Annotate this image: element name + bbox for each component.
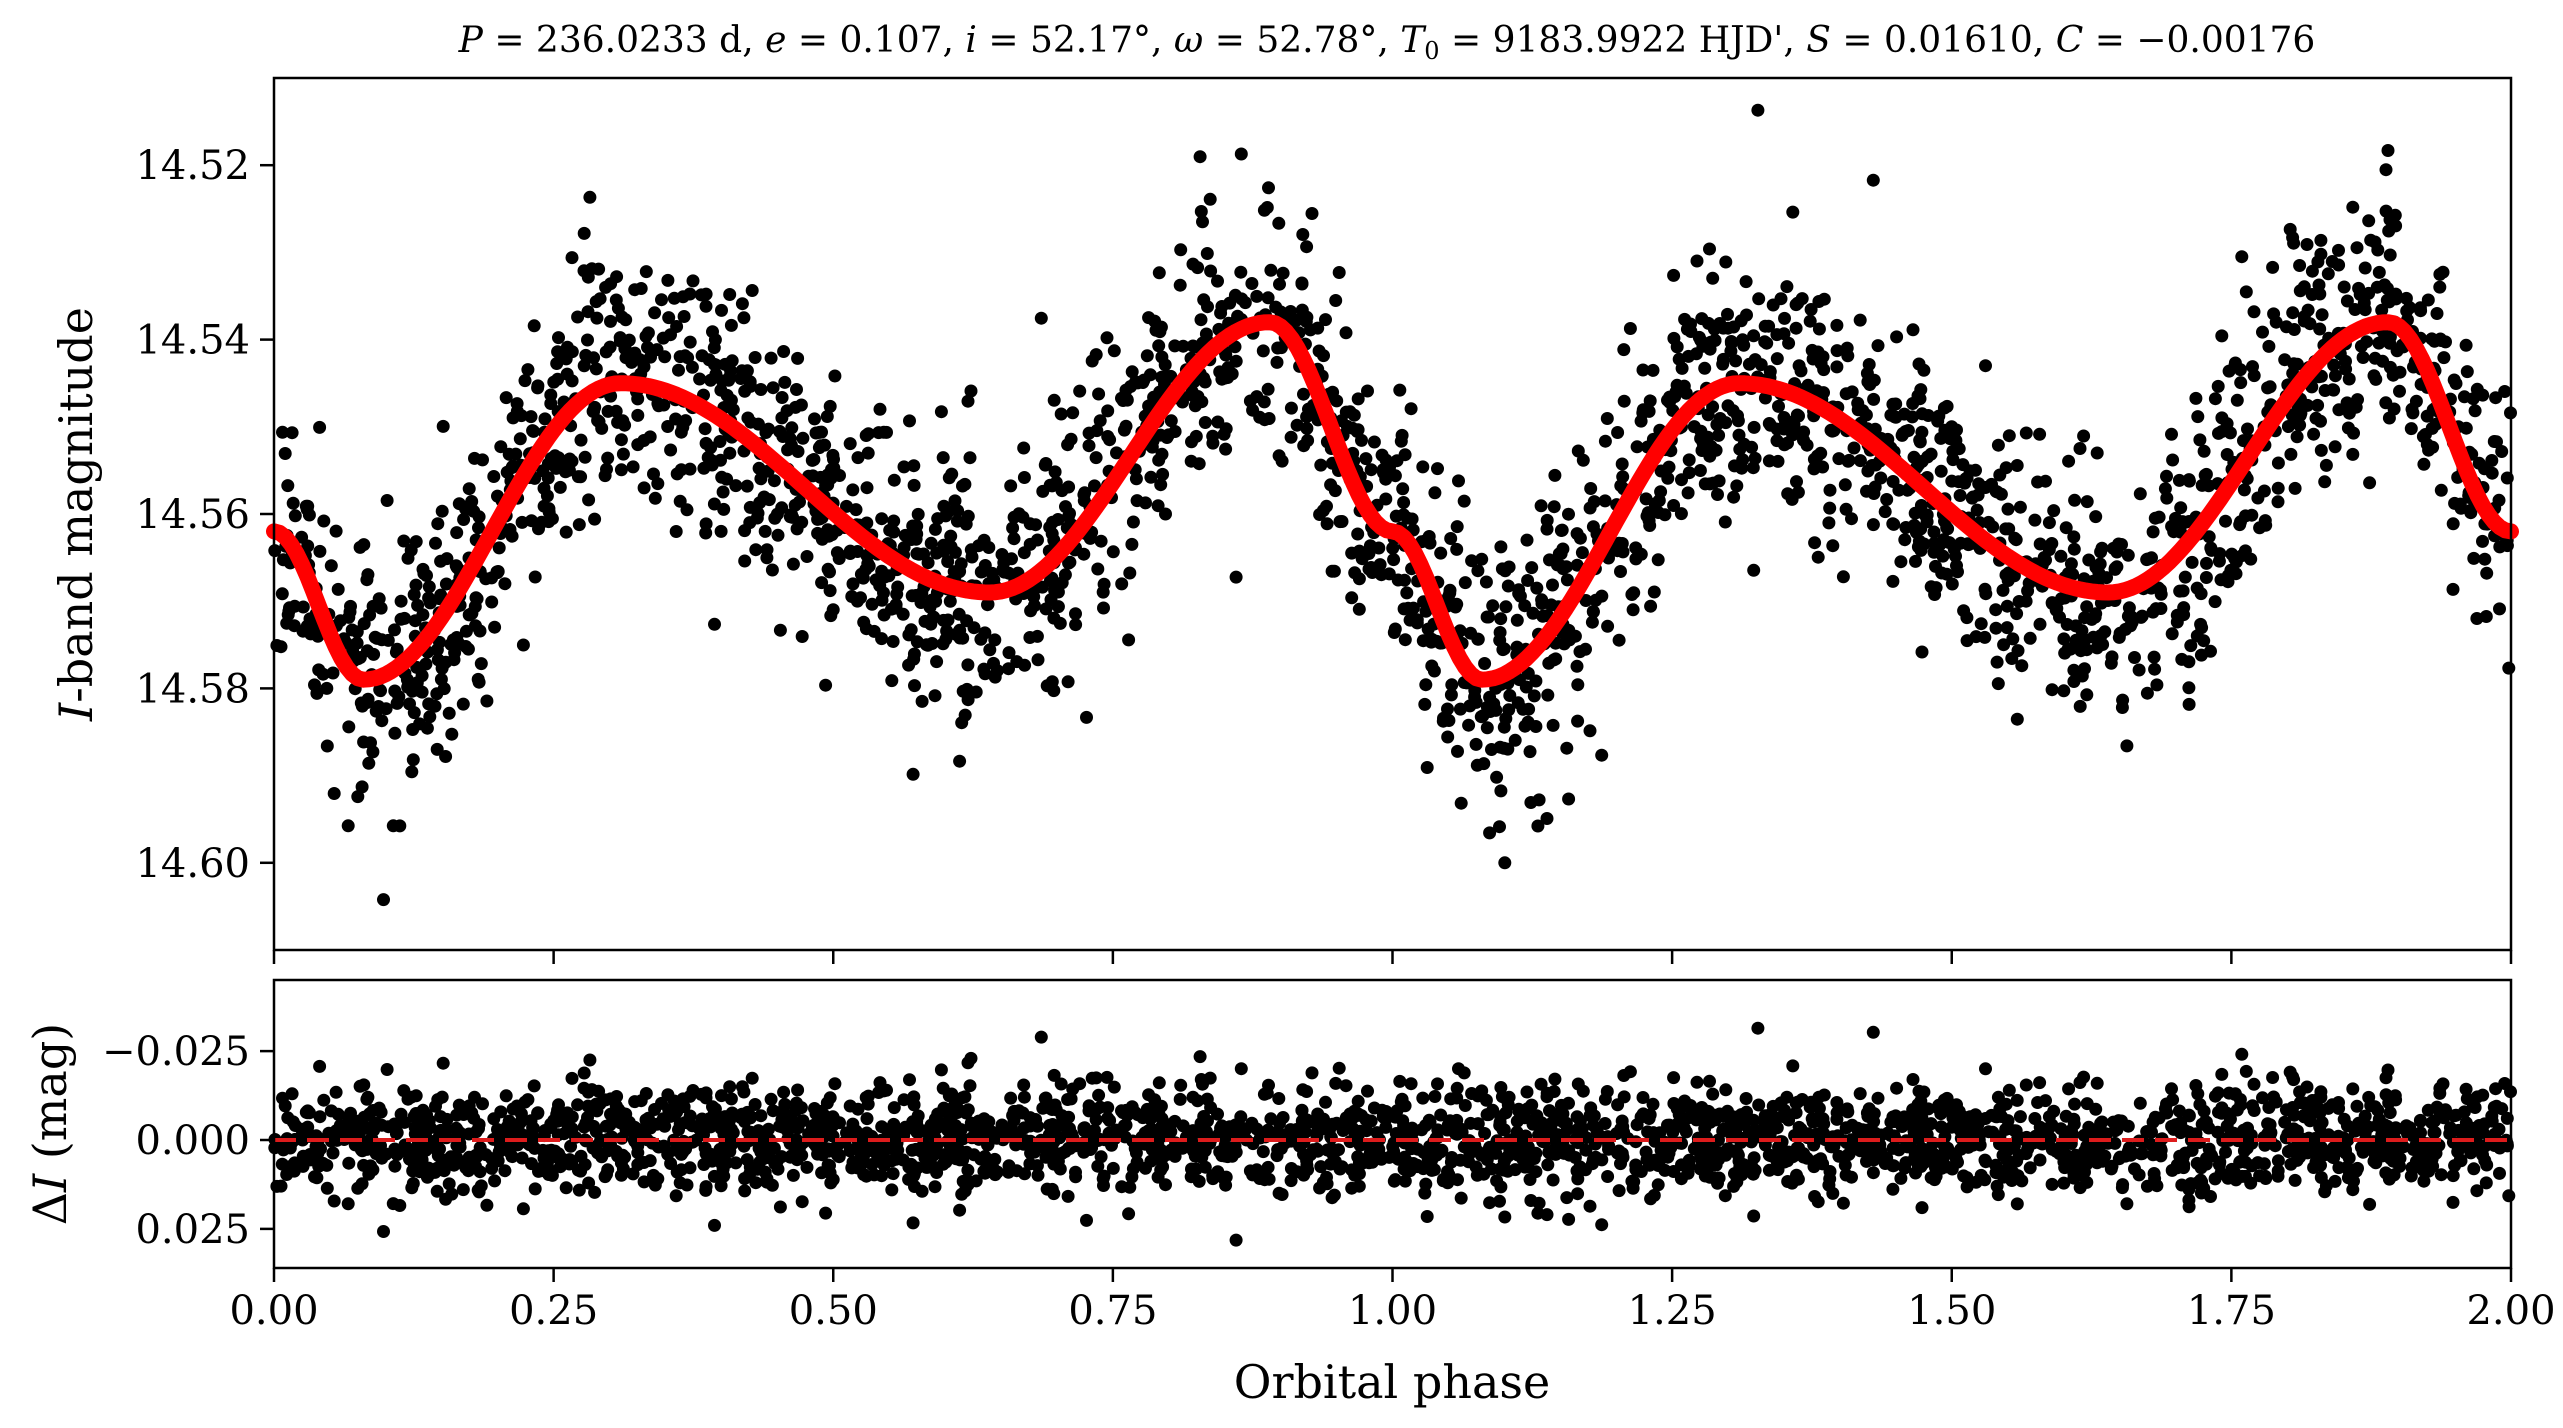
- top-data-points: [268, 103, 2517, 907]
- top-y-tick-label: 14.54: [135, 318, 250, 364]
- top-y-tick-label: 14.60: [135, 841, 250, 887]
- bottom-y-axis-label: ΔI (mag): [23, 1023, 77, 1225]
- bottom-x-ticks: 0.00 0.25 0.50 0.75 1.00 1.25 1.50 1.75 2.00: [229, 1268, 2556, 1334]
- top-y-axis-label: I-band magnitude: [49, 307, 103, 722]
- bottom-panel: −0.025 0.000 0.025 0.00 0.25 0.50 0.75 1.00 1.2…: [23, 978, 2556, 1409]
- x-tick-label: 1.75: [2187, 1288, 2276, 1334]
- x-tick-label: 1.50: [1907, 1288, 1996, 1334]
- model-curve: [266, 314, 2519, 688]
- top-y-tick-label: 14.56: [135, 492, 250, 538]
- residual-data-points: [268, 1021, 2517, 1247]
- bottom-y-tick-label: −0.025: [102, 1029, 250, 1075]
- bottom-y-ticks: −0.025 0.000 0.025: [102, 1029, 274, 1253]
- x-tick-label: 0.00: [229, 1288, 318, 1334]
- x-tick-label: 1.00: [1348, 1288, 1437, 1334]
- x-tick-label: 2.00: [2466, 1288, 2555, 1334]
- x-axis-label: Orbital phase: [1234, 1355, 1550, 1409]
- x-tick-label: 0.50: [789, 1288, 878, 1334]
- x-tick-label: 0.25: [509, 1288, 598, 1334]
- x-tick-label: 1.25: [1628, 1288, 1717, 1334]
- top-y-tick-label: 14.52: [135, 143, 250, 189]
- top-x-ticks: [272, 950, 2513, 964]
- x-tick-label: 0.75: [1068, 1288, 1157, 1334]
- top-y-tick-label: 14.58: [135, 666, 250, 712]
- top-panel: 14.52 14.54 14.56 14.58 14.60 I-band magnitu…: [49, 76, 2519, 964]
- bottom-y-tick-label: 0.025: [135, 1207, 250, 1253]
- top-y-ticks: 14.52 14.54 14.56 14.58 14.60: [135, 143, 274, 887]
- bottom-y-tick-label: 0.000: [135, 1118, 250, 1164]
- chart-title: P = 236.0233 d, e = 0.107, i = 52.17°, ω…: [458, 20, 2316, 65]
